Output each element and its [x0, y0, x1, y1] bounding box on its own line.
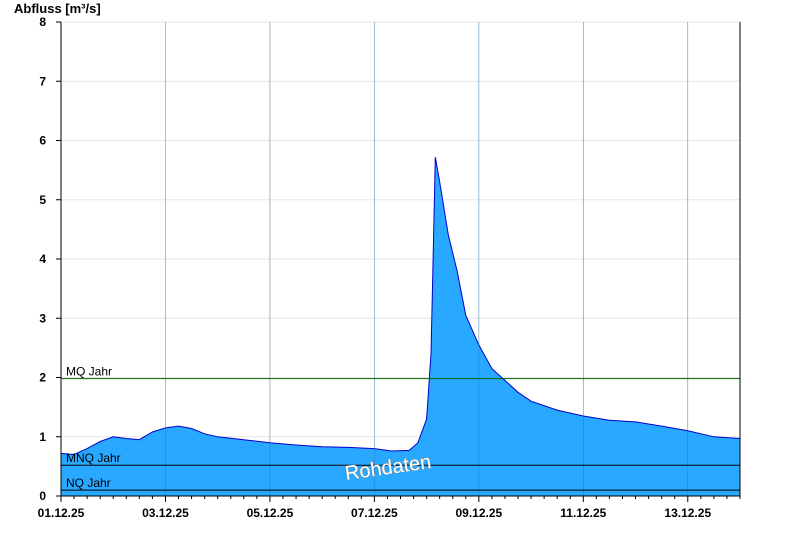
x-tick-label: 13.12.25 [664, 506, 711, 520]
x-tick-label: 03.12.25 [142, 506, 189, 520]
reference-lines-layer: MQ Jahr MNQ Jahr NQ Jahr [61, 365, 740, 491]
y-tick-label: 7 [39, 74, 46, 88]
x-tick-label: 05.12.25 [247, 506, 294, 520]
reference-line-label: NQ Jahr [66, 476, 111, 490]
y-axis-label: Abfluss [m³/s] [14, 1, 101, 16]
y-tick-label: 3 [39, 311, 46, 325]
y-tick-label: 4 [39, 252, 46, 266]
y-tick-label: 1 [39, 430, 46, 444]
y-tick-label: 8 [39, 15, 46, 29]
y-tick-label: 5 [39, 193, 46, 207]
discharge-area [61, 157, 740, 496]
x-tick-label: 11.12.25 [560, 506, 606, 520]
x-tick-label: 01.12.25 [38, 506, 85, 520]
reference-line-label: MNQ Jahr [66, 451, 121, 465]
x-tick-label: 09.12.25 [455, 506, 502, 520]
x-tick-label: 07.12.25 [351, 506, 398, 520]
x-axis-ticks: 01.12.25 03.12.25 05.12.25 07.12.25 09.12.25… [38, 496, 741, 520]
discharge-line [60, 157, 741, 456]
y-tick-label: 0 [39, 489, 46, 503]
y-axis-ticks: 0 1 2 3 4 5 6 7 8 [39, 15, 61, 503]
y-tick-label: 2 [39, 371, 46, 385]
reference-line-label: MQ Jahr [66, 365, 112, 379]
y-tick-label: 6 [39, 134, 46, 148]
